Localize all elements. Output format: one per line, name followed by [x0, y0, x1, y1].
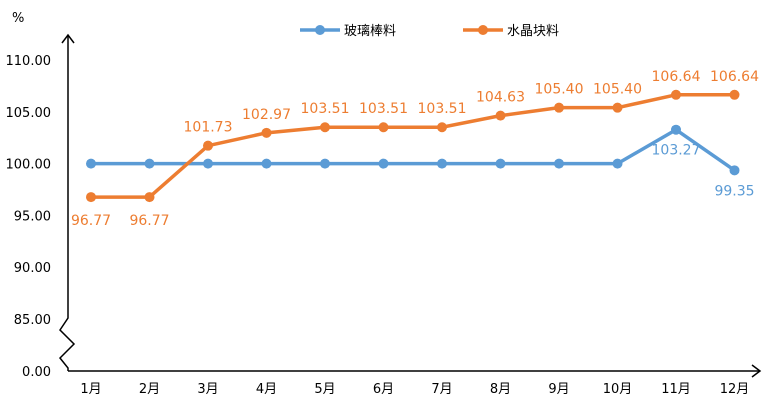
y-tick-label: 90.00 — [14, 261, 51, 276]
data-label: 106.64 — [652, 69, 701, 85]
axes — [58, 33, 762, 378]
x-tick-label: 9月 — [548, 382, 569, 397]
data-label: 103.51 — [418, 101, 467, 117]
data-label: 103.51 — [359, 101, 408, 117]
data-label: 106.64 — [710, 69, 759, 85]
data-point — [320, 158, 330, 169]
series-2 — [86, 89, 740, 203]
y-axis-arrow — [61, 33, 75, 44]
x-tick-label: 5月 — [314, 382, 335, 397]
y-axis-unit-label: % — [12, 11, 24, 26]
data-point — [612, 102, 623, 113]
data-point — [378, 158, 389, 169]
data-point — [437, 122, 447, 133]
data-point — [554, 102, 564, 113]
y-tick-label: 0.00 — [22, 365, 51, 380]
data-point — [261, 127, 272, 138]
y-tick-label: 85.00 — [14, 313, 51, 328]
data-point — [554, 158, 564, 169]
data-label: 105.40 — [535, 82, 584, 98]
data-point — [320, 122, 330, 133]
x-tick-label: 1月 — [80, 382, 101, 397]
data-point — [378, 122, 389, 133]
x-tick-label: 10月 — [603, 382, 633, 397]
y-tick-label: 110.00 — [6, 54, 52, 69]
data-point — [437, 158, 447, 169]
data-point — [671, 124, 681, 135]
data-point — [86, 158, 96, 169]
y-axis-line — [58, 35, 76, 371]
y-tick-label: 105.00 — [6, 106, 52, 121]
legend-label: 水晶块料 — [507, 24, 559, 39]
data-point — [729, 165, 740, 176]
x-tick-label: 7月 — [431, 382, 452, 397]
data-point — [203, 158, 213, 169]
data-label: 105.40 — [593, 82, 642, 98]
y-axis-ticks: 0.00 85.00 90.00 95.00 100.00 105.00 110.00 — [6, 54, 52, 380]
legend-label: 玻璃棒料 — [344, 24, 396, 39]
data-point — [612, 158, 623, 169]
data-label: 103.51 — [301, 101, 350, 117]
data-point — [261, 158, 272, 169]
data-point — [729, 89, 740, 100]
data-point — [144, 192, 155, 203]
data-label: 101.73 — [184, 120, 233, 136]
data-label: 102.97 — [242, 107, 291, 123]
series-1 — [86, 124, 740, 176]
x-tick-label: 12月 — [720, 382, 750, 397]
data-point — [495, 110, 506, 121]
x-tick-label: 6月 — [373, 382, 394, 397]
x-tick-label: 11月 — [661, 382, 691, 397]
x-tick-label: 8月 — [490, 382, 511, 397]
data-label: 103.27 — [652, 143, 701, 159]
x-axis-ticks: 1月 2月 3月 4月 5月 6月 7月 8月 9月 10月 11月 12月 — [80, 382, 749, 397]
series-layer — [86, 89, 740, 203]
legend: 玻璃棒料 水晶块料 — [300, 24, 559, 39]
data-labels: 96.77 96.77 101.73 102.97 103.51 103.51 103.51… — [71, 69, 759, 229]
data-label: 96.77 — [71, 213, 111, 229]
series-line — [89, 127, 737, 173]
data-point — [495, 158, 506, 169]
data-point — [144, 158, 155, 169]
x-tick-label: 3月 — [197, 382, 218, 397]
data-point — [203, 140, 213, 151]
legend-item: 水晶块料 — [463, 24, 559, 39]
x-tick-label: 2月 — [139, 382, 160, 397]
x-axis-arrow — [751, 364, 762, 378]
legend-marker — [315, 25, 325, 35]
x-tick-label: 4月 — [256, 382, 277, 397]
data-label: 96.77 — [129, 213, 169, 229]
data-point — [86, 192, 96, 203]
data-point — [671, 89, 681, 100]
y-tick-label: 100.00 — [6, 158, 52, 173]
y-tick-label: 95.00 — [14, 209, 51, 224]
data-label: 99.35 — [714, 183, 754, 199]
series-line — [89, 93, 737, 199]
data-label: 104.63 — [476, 90, 525, 106]
legend-marker — [478, 25, 488, 35]
legend-item: 玻璃棒料 — [300, 24, 396, 39]
